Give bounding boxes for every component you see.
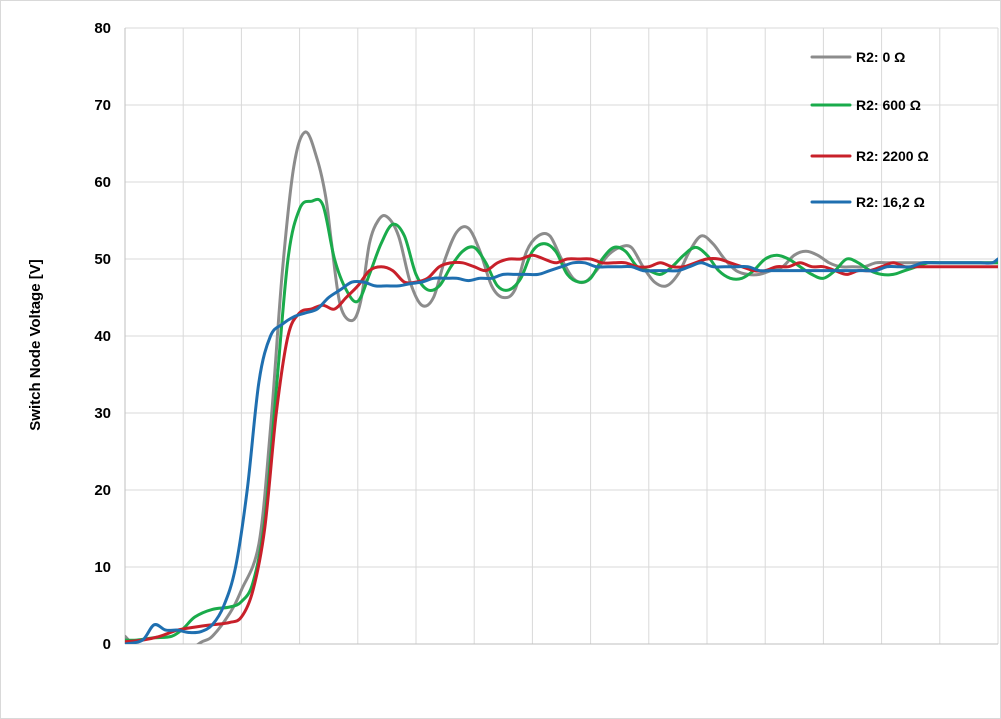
series-line-2 <box>125 253 998 644</box>
series-line-0 <box>125 130 998 644</box>
legend-label: R2: 16,2 Ω <box>856 194 925 210</box>
series-line-1 <box>125 197 998 642</box>
y-tick-label: 10 <box>94 559 111 576</box>
legend-label: R2: 2200 Ω <box>856 148 929 164</box>
legend: R2: 0 Ω R2: 600 Ω R2: 2200 Ω R2: 16,2 Ω <box>810 49 929 210</box>
y-tick-label: 0 <box>103 636 111 653</box>
y-tick-label: 60 <box>94 174 111 191</box>
y-tick-label: 80 <box>94 20 111 37</box>
y-tick-label: 70 <box>94 97 111 114</box>
y-tick-label: 20 <box>94 482 111 499</box>
legend-label: R2: 0 Ω <box>856 49 905 65</box>
series-lines <box>125 130 998 644</box>
y-tick-label: 40 <box>94 328 111 345</box>
legend-label: R2: 600 Ω <box>856 97 921 113</box>
y-tick-label: 50 <box>94 251 111 268</box>
y-tick-label: 30 <box>94 405 111 422</box>
y-axis-title: Switch Node Voltage [V] <box>27 259 44 430</box>
series-line-3 <box>125 257 998 644</box>
y-axis-ticks: 0 10 20 30 40 50 60 70 80 <box>94 20 111 653</box>
